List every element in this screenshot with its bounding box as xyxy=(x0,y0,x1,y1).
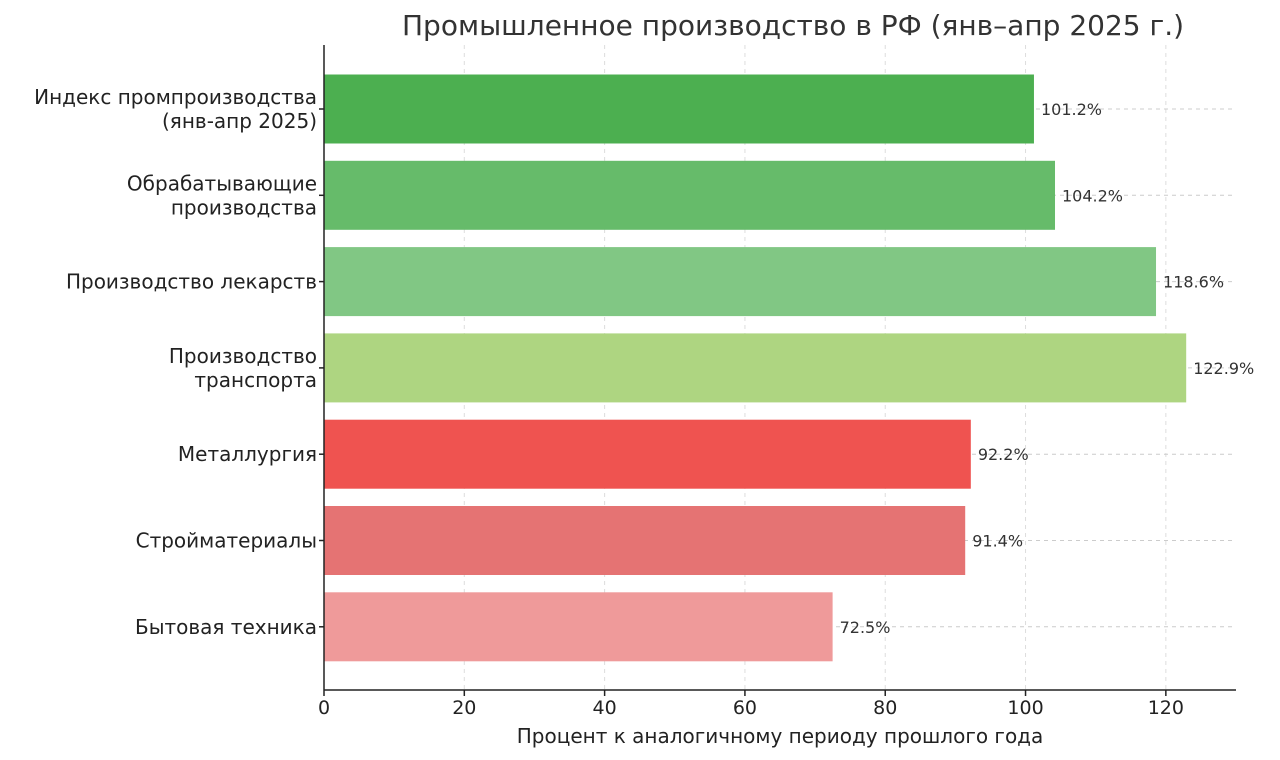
value-label-0: 101.2% xyxy=(1041,100,1102,119)
x-tick-label-4: 80 xyxy=(873,697,897,719)
value-label-6: 72.5% xyxy=(840,618,891,637)
bar-2 xyxy=(324,247,1157,317)
x-tick-label-0: 0 xyxy=(318,697,330,719)
value-label-3: 122.9% xyxy=(1193,359,1254,378)
category-label-4: Металлургия xyxy=(178,442,317,466)
bar-6 xyxy=(324,592,833,662)
x-tick-label-2: 40 xyxy=(593,697,617,719)
axes: 0 20 40 60 80 100 120 xyxy=(318,45,1236,719)
category-label-1: Обрабатывающие производства xyxy=(127,171,317,219)
value-label-5: 91.4% xyxy=(972,532,1023,551)
value-label-4: 92.2% xyxy=(978,445,1029,464)
x-tick-label-5: 100 xyxy=(1007,697,1043,719)
labels: 101.2% Индекс промпроизводства (янв-апр 20… xyxy=(34,85,1254,639)
category-label-2: Производство лекарств xyxy=(66,270,317,294)
x-axis-label: Процент к аналогичному периоду прошлого … xyxy=(517,724,1044,748)
category-label-0: Индекс промпроизводства (янв-апр 2025) xyxy=(34,85,317,133)
category-label-6: Бытовая техника xyxy=(135,615,317,639)
value-label-1: 104.2% xyxy=(1062,186,1123,205)
bars xyxy=(324,74,1187,662)
bar-4 xyxy=(324,419,971,489)
x-tick-label-1: 20 xyxy=(452,697,476,719)
bar-5 xyxy=(324,506,966,575)
bar-1 xyxy=(324,160,1056,230)
chart-title: Промышленное производство в РФ (янв–апр … xyxy=(402,9,1184,42)
bar-3 xyxy=(324,333,1187,403)
category-label-3: Производство транспорта xyxy=(169,344,317,392)
category-label-5: Стройматериалы xyxy=(136,529,317,553)
bar-0 xyxy=(324,74,1034,144)
x-tick-label-6: 120 xyxy=(1148,697,1184,719)
x-tick-label-3: 60 xyxy=(733,697,757,719)
value-label-2: 118.6% xyxy=(1163,273,1224,292)
